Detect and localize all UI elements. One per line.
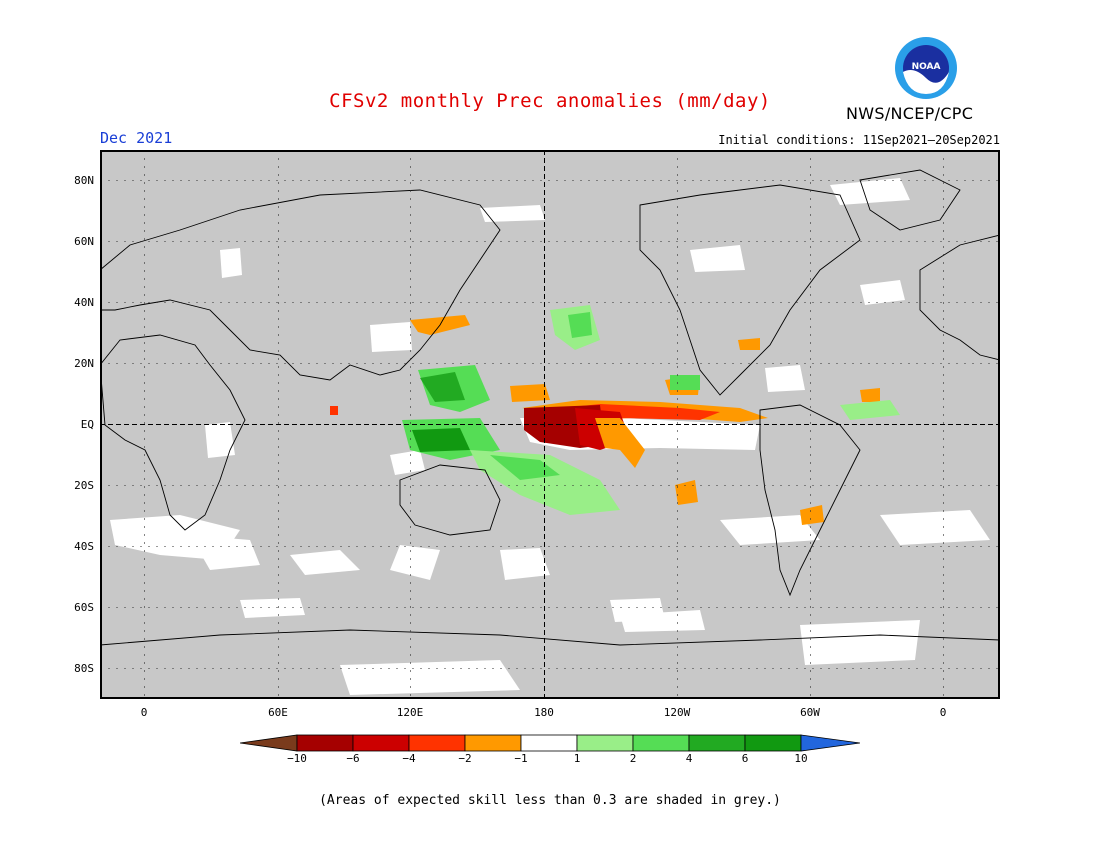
colorbar-swatch-3	[408, 734, 466, 752]
logo-text: NOAA	[912, 62, 941, 72]
lon-label-60w: 60W	[800, 706, 820, 719]
colorbar-swatch-1	[296, 734, 354, 752]
lon-label-0-right: 0	[939, 706, 947, 719]
colorbar-swatch-7	[632, 734, 690, 752]
colorbar-tick: −6	[346, 752, 360, 765]
colorbar-tick: 4	[685, 752, 693, 765]
lat-label-80s: 80S	[74, 662, 94, 675]
lat-label-20n: 20N	[74, 357, 94, 370]
noaa-logo-icon: NOAA	[895, 37, 957, 99]
colorbar-tick: 6	[741, 752, 749, 765]
forecast-month: Dec 2021	[100, 129, 173, 147]
colorbar-swatch-8	[688, 734, 746, 752]
lon-label-180: 180	[534, 706, 554, 719]
lon-label-60e: 60E	[268, 706, 288, 719]
skill-footnote: (Areas of expected skill less than 0.3 a…	[319, 793, 781, 808]
colorbar-tick: 1	[573, 752, 581, 765]
colorbar-tick: 2	[629, 752, 637, 765]
colorbar	[240, 734, 860, 752]
lat-label-20s: 20S	[74, 479, 94, 492]
colorbar-swatch-4	[464, 734, 522, 752]
colorbar-swatch-10	[800, 734, 860, 752]
colorbar-swatch-6	[576, 734, 634, 752]
colorbar-swatch-9	[744, 734, 802, 752]
colorbar-tick: 10	[794, 752, 808, 765]
agency-label: NWS/NCEP/CPC	[846, 104, 974, 123]
lat-label-eq: EQ	[80, 418, 94, 431]
colorbar-tick: −2	[458, 752, 472, 765]
reference-lines	[100, 150, 1000, 699]
lon-label-0: 0	[140, 706, 148, 719]
lon-label-120e: 120E	[396, 706, 424, 719]
lat-label-80n: 80N	[74, 174, 94, 187]
initial-conditions: Initial conditions: 11Sep2021–20Sep2021	[718, 133, 1000, 147]
lon-label-120w: 120W	[663, 706, 691, 719]
lat-lon-grid	[100, 150, 1000, 699]
precip-anomaly-map	[100, 150, 1000, 699]
lat-label-60s: 60S	[74, 601, 94, 614]
colorbar-tick: −4	[402, 752, 416, 765]
colorbar-swatch-0	[240, 734, 298, 752]
colorbar-tick: −10	[287, 752, 307, 765]
colorbar-swatch-5	[520, 734, 578, 752]
lat-label-40n: 40N	[74, 296, 94, 309]
lat-label-60n: 60N	[74, 235, 94, 248]
colorbar-swatch-2	[352, 734, 410, 752]
map-title: CFSv2 monthly Prec anomalies (mm/day)	[329, 90, 771, 112]
colorbar-tick: −1	[514, 752, 528, 765]
neutral-anomaly-areas	[110, 178, 990, 695]
lat-label-40s: 40S	[74, 540, 94, 553]
